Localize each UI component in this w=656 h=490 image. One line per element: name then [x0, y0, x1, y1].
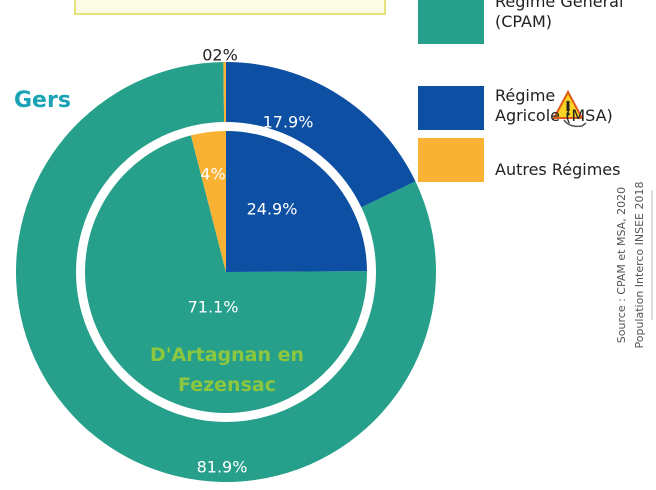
outer-series-name: Gers	[14, 88, 71, 113]
data-label: 71.1%	[188, 298, 239, 317]
data-label: 81.9%	[197, 458, 248, 477]
data-label: 4%	[200, 165, 225, 184]
data-label: 17.9%	[263, 113, 314, 132]
legend-label: Régime Général (CPAM)	[495, 0, 624, 31]
source-note: Population Interco INSEE 2018	[633, 182, 646, 349]
slice	[190, 131, 226, 272]
inner-series-name: D'Artagnan en Fezensac	[149, 344, 305, 396]
header-box	[74, 0, 386, 15]
legend-label: Autres Régimes	[495, 160, 621, 179]
pie	[16, 62, 436, 482]
slice	[226, 131, 367, 272]
warning-icon	[552, 89, 587, 128]
source-note: Source : CPAM et MSA, 2020	[615, 187, 628, 343]
legend-swatch	[418, 138, 484, 182]
legend-swatch	[418, 0, 484, 44]
slice	[84, 135, 367, 413]
legend-label: Régime Agricole (MSA)	[495, 86, 613, 125]
data-label: 02%	[202, 46, 238, 65]
data-label: 24.9%	[247, 200, 298, 219]
legend-swatch	[418, 86, 484, 130]
